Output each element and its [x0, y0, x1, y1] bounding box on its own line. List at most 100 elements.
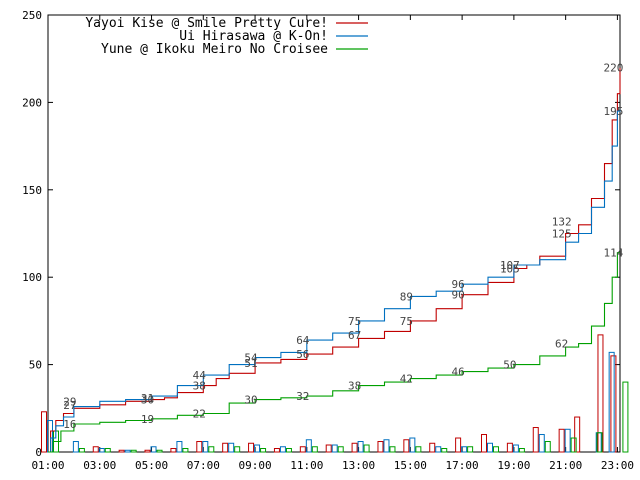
point-label: 75 [348, 315, 361, 328]
cumulative-lines [48, 67, 621, 453]
y-tick-label: 100 [22, 271, 42, 284]
hourly-bar [409, 437, 416, 453]
point-label: 22 [193, 408, 206, 421]
hourly-bar [325, 444, 332, 453]
point-label: 30 [141, 394, 154, 407]
point-label: 46 [451, 366, 464, 379]
point-label: 195 [603, 105, 623, 118]
legend-label: Yune @ Ikoku Meiro No Croisee [101, 42, 328, 57]
series-line [48, 252, 620, 453]
hourly-bar [228, 442, 235, 453]
hourly-bar [305, 439, 312, 453]
hourly-bar [574, 416, 581, 453]
x-tick-label: 09:00 [238, 459, 271, 472]
point-label: 64 [296, 334, 310, 347]
hourly-bar [608, 351, 615, 453]
point-label: 96 [451, 278, 464, 291]
hourly-bars [41, 334, 629, 453]
hourly-bar [481, 434, 487, 453]
hourly-bar [234, 446, 241, 453]
hourly-bar [92, 446, 99, 453]
plot-area [47, 14, 621, 453]
y-tick-label: 0 [35, 446, 42, 459]
hourly-bar [622, 381, 629, 453]
point-label: 42 [400, 373, 413, 386]
point-label: 44 [193, 369, 207, 382]
point-label: 31 [141, 392, 154, 405]
hourly-bar [182, 448, 189, 453]
point-label: 38 [348, 380, 361, 393]
x-tick-label: 05:00 [135, 459, 168, 472]
point-label: 56 [296, 348, 309, 361]
point-label: 27 [63, 399, 76, 412]
point-label: 38 [193, 380, 206, 393]
hourly-bar [403, 439, 410, 453]
point-label: 51 [244, 357, 257, 370]
point-label: 114 [603, 247, 623, 260]
hourly-bar [260, 448, 267, 453]
hourly-bar [596, 432, 603, 453]
hourly-bar [104, 448, 111, 453]
hourly-bar [176, 441, 183, 453]
hourly-bar [285, 448, 292, 453]
x-tick-label: 03:00 [83, 459, 116, 472]
hourly-bar [389, 446, 396, 453]
point-label: 30 [244, 394, 257, 407]
legend: Yayoi Kise @ Smile Pretty Cure!Ui Hirasa… [85, 16, 368, 57]
series-line [48, 67, 621, 453]
hourly-bar [248, 442, 255, 453]
hourly-bar [383, 439, 390, 453]
hourly-bar [208, 446, 215, 453]
hourly-bar [570, 437, 577, 453]
x-tick-label: 11:00 [290, 459, 323, 472]
y-tick-label: 50 [29, 359, 42, 372]
hourly-bar [124, 449, 131, 453]
x-tick-label: 21:00 [549, 459, 582, 472]
hourly-bar [299, 446, 306, 453]
hourly-bar [170, 448, 177, 453]
point-label: 107 [500, 259, 520, 272]
hourly-bar [487, 442, 493, 453]
hourly-bar [544, 441, 551, 453]
hourly-bar [467, 446, 474, 453]
point-label: 62 [555, 338, 568, 351]
hourly-bar [156, 449, 163, 453]
hourly-bar [357, 441, 364, 453]
y-tick-label: 200 [22, 96, 42, 109]
hourly-bar [196, 441, 203, 453]
x-tick-label: 15:00 [394, 459, 427, 472]
hourly-bar [363, 444, 370, 453]
point-label: 67 [348, 329, 361, 342]
hourly-bar [254, 444, 261, 453]
hourly-bar [564, 428, 571, 453]
hourly-bar [610, 355, 617, 453]
x-tick-label: 23:00 [601, 459, 634, 472]
hourly-bar [337, 446, 344, 453]
hourly-bar [78, 448, 85, 453]
point-label: 32 [296, 390, 309, 403]
series-line [48, 109, 621, 453]
hourly-bar [532, 427, 539, 453]
hourly-bar [435, 446, 442, 453]
plot-frame [47, 14, 621, 453]
hourly-bar [202, 441, 209, 453]
point-label: 132 [552, 215, 572, 228]
x-tick-label: 19:00 [497, 459, 530, 472]
hourly-bar [506, 442, 513, 453]
point-label: 19 [141, 413, 154, 426]
hourly-bar [311, 446, 318, 453]
point-label: 54 [244, 352, 258, 365]
hourly-bar [273, 448, 280, 453]
x-axis: 01:00 03:00 05:00 07:00 09:00 11:00 13:00 15:00… [31, 15, 634, 472]
y-tick-label: 150 [22, 184, 42, 197]
x-tick-label: 17:00 [446, 459, 479, 472]
hourly-bar [415, 446, 422, 453]
hourly-bar [98, 448, 105, 453]
hourly-bar [441, 448, 448, 453]
point-label: 90 [451, 289, 464, 302]
y-tick-label: 250 [22, 9, 42, 22]
hourly-bar [351, 442, 358, 453]
point-label: 125 [552, 228, 572, 241]
